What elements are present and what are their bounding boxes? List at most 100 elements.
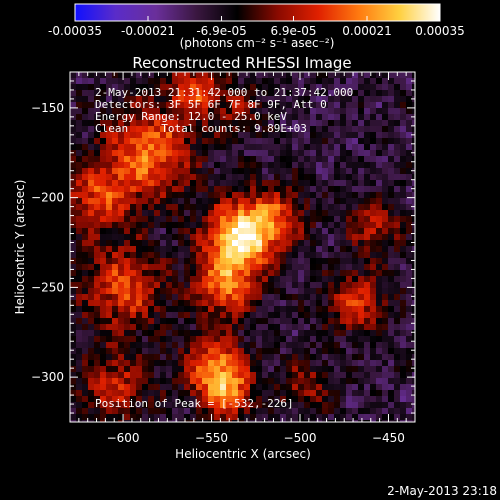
heatmap-cell bbox=[364, 318, 371, 325]
heatmap-cell bbox=[364, 264, 371, 271]
heatmap-cell bbox=[394, 342, 401, 349]
heatmap-cell bbox=[412, 174, 415, 181]
heatmap-cell bbox=[244, 150, 251, 157]
heatmap-cell bbox=[316, 354, 323, 361]
heatmap-cell bbox=[256, 282, 263, 289]
heatmap-cell bbox=[178, 168, 185, 175]
heatmap-cell bbox=[208, 84, 215, 91]
heatmap-cell bbox=[376, 366, 383, 373]
heatmap-cell bbox=[124, 294, 131, 301]
heatmap-cell bbox=[208, 120, 215, 127]
heatmap-cell bbox=[112, 168, 119, 175]
heatmap-cell bbox=[214, 294, 221, 301]
heatmap-cell bbox=[298, 396, 305, 403]
heatmap-cell bbox=[340, 84, 347, 91]
heatmap-cell bbox=[328, 318, 335, 325]
heatmap-cell bbox=[268, 312, 275, 319]
heatmap-cell bbox=[298, 114, 305, 121]
heatmap-cell bbox=[358, 276, 365, 283]
heatmap-cell bbox=[202, 72, 209, 79]
heatmap-cell bbox=[244, 396, 251, 403]
heatmap-cell bbox=[334, 414, 341, 421]
heatmap-cell bbox=[232, 102, 239, 109]
heatmap-cell bbox=[70, 420, 77, 422]
heatmap-cell bbox=[238, 138, 245, 145]
heatmap-cell bbox=[352, 168, 359, 175]
heatmap-cell bbox=[136, 342, 143, 349]
heatmap-cell bbox=[190, 294, 197, 301]
heatmap-cell bbox=[250, 396, 257, 403]
heatmap-cell bbox=[292, 126, 299, 133]
heatmap-cell bbox=[250, 264, 257, 271]
heatmap-cell bbox=[370, 120, 377, 127]
heatmap-cell bbox=[280, 144, 287, 151]
heatmap-cell bbox=[340, 204, 347, 211]
heatmap-cell bbox=[310, 156, 317, 163]
heatmap-cell bbox=[238, 306, 245, 313]
heatmap-cell bbox=[70, 312, 77, 319]
heatmap-cell bbox=[76, 90, 83, 97]
heatmap-cell bbox=[376, 210, 383, 217]
heatmap-cell bbox=[184, 120, 191, 127]
heatmap-cell bbox=[154, 102, 161, 109]
heatmap-cell bbox=[394, 390, 401, 397]
heatmap-cell bbox=[232, 150, 239, 157]
heatmap-cell bbox=[250, 408, 257, 415]
heatmap-cell bbox=[262, 90, 269, 97]
heatmap-cell bbox=[178, 156, 185, 163]
heatmap-cell bbox=[406, 252, 413, 259]
colorbar-tick-label: 0.00035 bbox=[415, 24, 465, 38]
heatmap-cell bbox=[310, 288, 317, 295]
colorbar-tick-label: 6.9e-05 bbox=[270, 24, 316, 38]
heatmap-cell bbox=[382, 234, 389, 241]
heatmap-cell bbox=[364, 402, 371, 409]
heatmap-cell bbox=[352, 420, 359, 422]
heatmap-cell bbox=[346, 420, 353, 422]
heatmap-cell bbox=[394, 228, 401, 235]
heatmap-cell bbox=[316, 210, 323, 217]
heatmap-cell bbox=[352, 264, 359, 271]
heatmap-cell bbox=[310, 234, 317, 241]
heatmap-cell bbox=[160, 288, 167, 295]
heatmap-cell bbox=[340, 144, 347, 151]
peak-label: Position of Peak = [-532,-226] bbox=[95, 397, 294, 410]
heatmap-cell bbox=[190, 114, 197, 121]
heatmap-cell bbox=[352, 336, 359, 343]
heatmap-cell bbox=[214, 156, 221, 163]
heatmap-cell bbox=[256, 420, 263, 422]
heatmap-cell bbox=[406, 114, 413, 121]
heatmap-cell bbox=[214, 258, 221, 265]
heatmap-cell bbox=[82, 390, 89, 397]
heatmap-cell bbox=[334, 294, 341, 301]
heatmap-cell bbox=[214, 420, 221, 422]
heatmap-cell bbox=[280, 108, 287, 115]
heatmap-cell bbox=[244, 402, 251, 409]
heatmap-cell bbox=[76, 108, 83, 115]
heatmap-cell bbox=[412, 330, 415, 337]
heatmap-cell bbox=[280, 234, 287, 241]
heatmap-cell bbox=[364, 198, 371, 205]
heatmap-cell bbox=[364, 378, 371, 385]
heatmap-cell bbox=[238, 186, 245, 193]
heatmap-cell bbox=[316, 90, 323, 97]
heatmap-cell bbox=[280, 120, 287, 127]
heatmap-cell bbox=[196, 108, 203, 115]
heatmap-cell bbox=[136, 222, 143, 229]
heatmap-cell bbox=[166, 114, 173, 121]
heatmap-cell bbox=[400, 390, 407, 397]
heatmap-cell bbox=[406, 264, 413, 271]
heatmap-cell bbox=[358, 174, 365, 181]
heatmap-cell bbox=[250, 378, 257, 385]
heatmap-cell bbox=[184, 270, 191, 277]
heatmap-cell bbox=[316, 144, 323, 151]
heatmap-cell bbox=[124, 204, 131, 211]
heatmap-cell bbox=[250, 192, 257, 199]
heatmap-cell bbox=[394, 396, 401, 403]
heatmap-cell bbox=[154, 270, 161, 277]
heatmap-cell bbox=[268, 114, 275, 121]
heatmap-cell bbox=[304, 252, 311, 259]
heatmap-cell bbox=[292, 258, 299, 265]
heatmap-cell bbox=[376, 180, 383, 187]
heatmap-cell bbox=[244, 234, 251, 241]
heatmap-cell bbox=[220, 210, 227, 217]
